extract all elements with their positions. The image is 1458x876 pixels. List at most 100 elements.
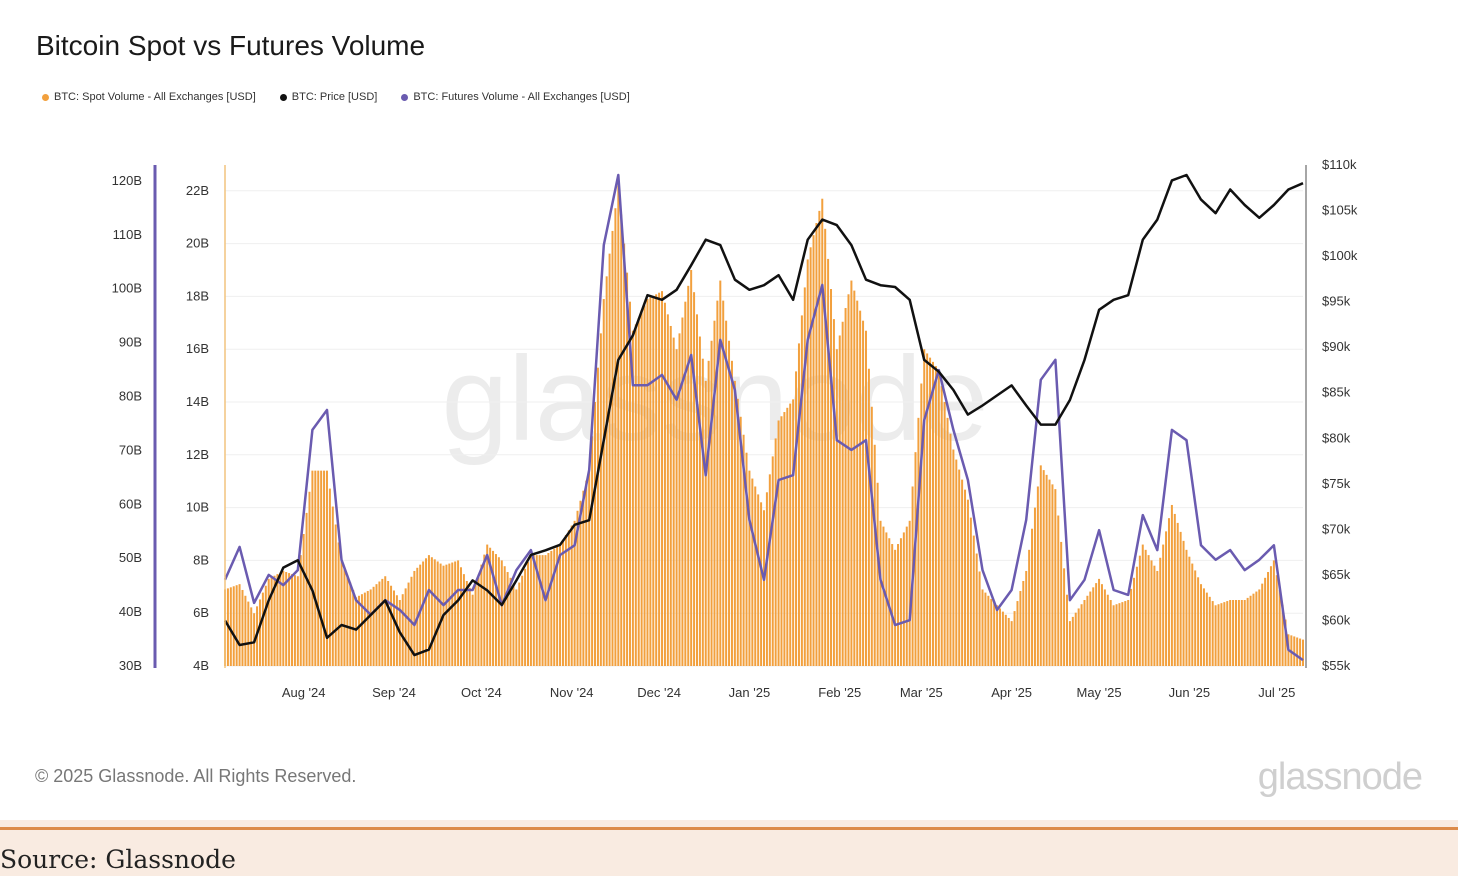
spot-volume-bar	[806, 259, 809, 666]
spot-volume-bar	[1223, 602, 1226, 666]
spot-volume-bar	[445, 564, 448, 666]
spot-volume-bar	[349, 582, 352, 666]
spot-volume-bar	[288, 573, 291, 666]
spot-volume-bar	[1197, 577, 1200, 666]
spot-volume-bar	[926, 353, 929, 666]
spot-volume-bar	[390, 585, 393, 666]
spot-volume-bar	[990, 598, 993, 666]
spot-volume-bar	[800, 315, 803, 666]
price-line	[223, 173, 1304, 657]
x-axis-tick-label: Dec '24	[637, 685, 681, 700]
spot-volume-bar	[908, 520, 911, 666]
spot-volume-bar	[366, 591, 369, 666]
spot-volume-bar	[1299, 638, 1302, 666]
spot-volume-bar	[512, 583, 515, 666]
glassnode-logo: glassnode	[1257, 756, 1423, 798]
spot-volume-bar	[1118, 603, 1121, 666]
price-axis-tick-label: $85k	[1322, 385, 1351, 400]
spot-volume-bar	[1264, 577, 1267, 666]
spot-volume-bar	[1060, 541, 1063, 666]
spot-volume-bar	[1109, 600, 1112, 666]
spot-volume-bar	[725, 320, 728, 666]
price-axis-tick-label: $80k	[1322, 430, 1351, 445]
spot-volume-bar	[809, 247, 812, 666]
spot-volume-bar	[754, 486, 757, 666]
spot-volume-bar	[1208, 596, 1211, 666]
spot-volume-bar	[1025, 570, 1028, 666]
spot-volume-bar	[626, 272, 629, 666]
x-axis-tick-label: Nov '24	[550, 685, 594, 700]
spot-volume-bar	[797, 343, 800, 666]
spot-volume-bar	[722, 300, 725, 666]
spot-volume-bar	[815, 223, 818, 666]
spot-volume-bar	[663, 302, 666, 666]
spot-volume-bar	[474, 584, 477, 666]
spot-volume-bar	[978, 571, 981, 666]
spot-axis-tick-label: 4B	[193, 658, 209, 673]
spot-volume-bar	[841, 321, 844, 666]
spot-volume-bar	[267, 578, 270, 666]
spot-volume-bar	[433, 559, 436, 666]
spot-volume-bar	[763, 510, 765, 666]
spot-volume-bar	[1267, 572, 1270, 666]
x-axis-tick-label: Jun '25	[1169, 685, 1211, 700]
spot-volume-bar	[328, 488, 331, 666]
legend-swatch-price	[279, 93, 287, 101]
spot-volume-bar	[681, 317, 684, 666]
spot-volume-bar	[375, 584, 378, 666]
spot-volume-bar	[500, 560, 503, 666]
spot-volume-bar	[736, 398, 739, 666]
legend-item-futures-volume[interactable]: BTC: Futures Volume - All Exchanges [USD…	[401, 91, 630, 103]
spot-volume-bar	[672, 337, 675, 666]
spot-volume-bar	[311, 470, 314, 666]
copyright-text: © 2025 Glassnode. All Rights Reserved.	[35, 766, 357, 786]
spot-volume-bar	[492, 550, 495, 666]
spot-volume-bar	[658, 292, 661, 666]
spot-axis-tick-label: 18B	[186, 288, 209, 303]
legend: BTC: Spot Volume - All Exchanges [USD] B…	[42, 91, 630, 103]
spot-volume-bar	[1188, 556, 1191, 666]
spot-volume-bar	[704, 380, 707, 666]
spot-volume-bar	[853, 290, 856, 666]
spot-volume-bar	[859, 310, 862, 666]
spot-volume-bar	[652, 295, 655, 666]
spot-volume-bar	[477, 574, 480, 666]
spot-volume-bar	[1074, 612, 1077, 666]
spot-volume-bar	[372, 586, 375, 666]
spot-volume-bar	[308, 491, 311, 666]
spot-volume-bar	[675, 349, 678, 666]
spot-volume-bar	[599, 333, 602, 666]
futures-axis-tick-label: 90B	[119, 335, 142, 350]
spot-volume-bar	[996, 605, 999, 666]
spot-volume-bar	[882, 526, 885, 666]
spot-volume-bar	[934, 366, 937, 666]
spot-volume-bar	[1237, 600, 1240, 666]
spot-volume-bar	[503, 566, 506, 666]
footer-divider	[0, 827, 1458, 830]
legend-swatch-futures	[401, 93, 409, 101]
spot-volume-bar	[1051, 484, 1054, 666]
spot-volume-bar	[494, 554, 497, 666]
spot-volume-bar	[923, 349, 926, 666]
spot-volume-bar	[888, 538, 891, 666]
spot-volume-bar	[993, 602, 996, 666]
spot-volume-bar	[413, 570, 416, 666]
spot-volume-bar	[1261, 583, 1264, 666]
spot-volume-bar	[1249, 595, 1252, 666]
spot-volume-bar	[1080, 604, 1083, 666]
spot-volume-bar	[1089, 591, 1092, 666]
spot-volume-bar	[483, 554, 486, 666]
legend-item-spot-volume[interactable]: BTC: Spot Volume - All Exchanges [USD]	[42, 91, 256, 103]
spot-volume-bar	[392, 590, 395, 666]
axes: 30B 40B 50B 60B 70B 80B 90B 100B 110B 120B 4B 6B 8B 1…	[112, 157, 1358, 700]
spot-volume-bar	[337, 542, 340, 666]
spot-volume-bar	[1016, 601, 1019, 666]
spot-volume-bar	[669, 325, 672, 666]
spot-volume-bar	[1240, 600, 1243, 666]
legend-item-price[interactable]: BTC: Price [USD]	[279, 91, 377, 103]
spot-volume-bar	[579, 500, 582, 666]
spot-volume-bar	[821, 198, 824, 666]
price-axis-tick-label: $110k	[1322, 157, 1357, 172]
spot-volume-bar	[360, 594, 363, 666]
spot-volume-bar	[325, 470, 328, 666]
